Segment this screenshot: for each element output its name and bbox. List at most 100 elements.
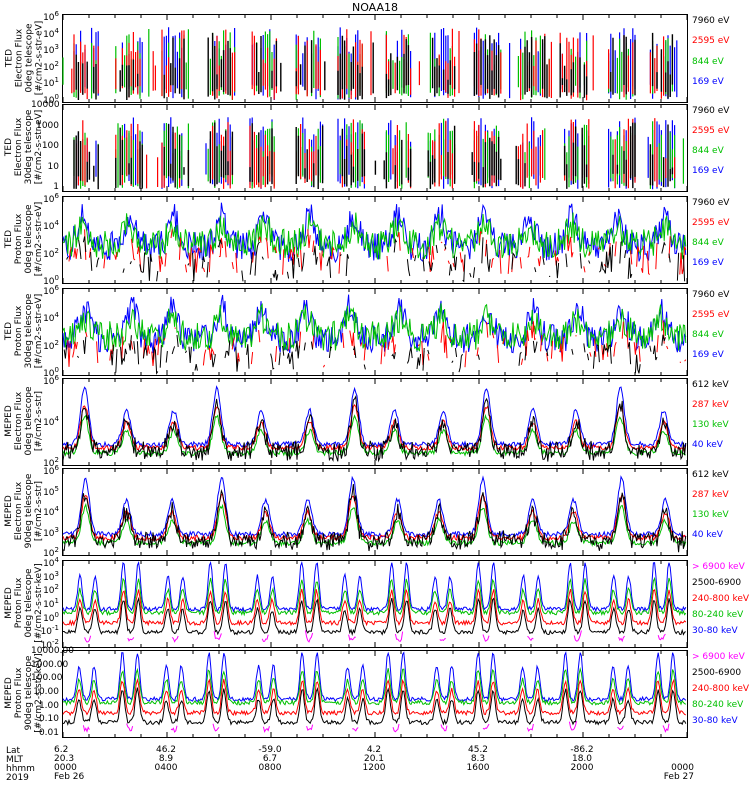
legend-entry: > 6900 keV [692,652,745,662]
series-line [62,560,687,613]
x-row-label: MLT [6,755,24,765]
legend-entry: 7960 eV [692,106,730,116]
series-line [62,677,687,717]
plot-area [62,15,688,102]
y-tick-label: 102 [43,59,59,73]
y-tick-label: 104 [43,505,59,518]
plot-area [62,469,688,555]
y-tick-label: 104 [43,26,59,40]
series-line [62,484,687,553]
y-tick-label: 104 [43,556,59,569]
plot-area [62,105,688,191]
x-tick-date: Feb 26 [54,772,85,782]
plot-panel-8 [62,650,688,738]
series-line [84,630,666,643]
y-tick-label: 0.01 [38,728,59,738]
legend-entry: 844 eV [692,146,724,156]
y-tick-label: 10000.00 [31,646,74,656]
series-line [63,596,686,637]
series-line [62,29,673,100]
x-tick-lat: -86.2 [570,745,594,755]
x-tick-hhmm: 0000 [54,763,77,773]
series-line [75,32,674,100]
y-tick-label: 1000.00 [31,659,69,670]
y-tick-label: 100 [43,610,59,624]
x-tick-date: Feb 27 [663,772,694,782]
legend-entry: 2500-6900 [692,668,742,678]
x-tick-mlt: 8.3 [470,754,486,764]
plot-area [62,197,688,283]
series-line [62,302,687,352]
plot-area [62,650,688,737]
legend-entry: 2595 eV [692,126,730,136]
x-tick-hhmm: 0000 [671,763,694,773]
x-tick-mlt: 18.0 [571,754,593,764]
series-line [73,118,684,189]
y-tick-label: 10000 [31,100,60,110]
legend-entry: 80-240 keV [692,700,744,710]
plot-panel-6 [62,468,688,556]
legend-entry: 7960 eV [692,290,730,300]
x-tick-mlt: 20.3 [54,754,75,764]
legend-entry: > 6900 keV [692,562,745,572]
legend-entry: 30-80 keV [692,626,738,636]
plot-area [62,379,688,465]
y-tick-label: 102 [43,456,59,469]
y-tick-label: 102 [43,546,59,559]
x-tick-mlt: 8.9 [158,754,174,764]
legend-entry: 287 keV [692,400,729,410]
series-line [66,236,686,283]
y-tick-label: 106 [43,10,59,23]
series-line [62,587,687,627]
x-tick-lat: -59.0 [258,745,282,755]
legend-entry: 240-800 keV [692,684,750,694]
x-tick-mlt: 6.7 [262,754,278,764]
plot-area [62,289,688,375]
y-tick-label: 0.10 [38,714,59,725]
series-line [73,122,674,190]
y-tick-label: 104 [43,415,59,428]
x-row-label: hhmm [6,764,35,774]
x-tick-hhmm: 2000 [570,763,594,773]
series-line [62,475,686,539]
y-axis-label: TED Proton Flux 30deg telescope [#/cm2-s-st… [4,293,44,369]
x-tick-mlt: 20.1 [363,754,385,764]
legend-entry: 130 keV [692,420,729,430]
series-line [62,394,687,463]
x-tick-lat: 4.2 [366,745,382,755]
plot-panel-5 [62,378,688,466]
series-line [67,320,687,368]
plot-panel-4 [62,288,688,376]
y-tick-label: 10.00 [33,687,59,697]
x-tick-hhmm: 0800 [258,763,282,773]
plot-panel-3 [62,196,688,284]
x-tick-hhmm: 1600 [466,763,490,773]
legend-entry: 169 eV [692,350,724,360]
legend-entry: 844 eV [692,238,724,248]
series-line [62,667,687,707]
y-tick-label: 1 [53,182,59,192]
y-tick-label: 101 [43,76,59,90]
y-tick-label: 104 [43,311,59,325]
legend-entry: 130 keV [692,510,729,520]
x-row-label: Lat [6,746,21,756]
x-tick-lat: 46.2 [155,745,177,755]
legend-entry: 7960 eV [692,198,730,208]
legend-entry: 844 eV [692,56,724,67]
legend-entry: 287 keV [692,490,729,500]
y-tick-label: 1.00 [38,700,59,711]
y-tick-label: 100 [43,274,59,287]
series-line [62,385,687,449]
y-axis-label: TED Proton Flux 0deg telescope [#/cm2-s-str… [4,201,44,277]
legend-entry: 2595 eV [692,218,730,228]
legend-entry: 844 eV [692,330,724,340]
legend-entry: 169 eV [692,166,724,176]
y-tick-label: 105 [43,484,59,498]
y-tick-label: 106 [43,284,59,297]
series-line [62,576,687,617]
y-tick-label: 106 [43,464,59,477]
legend-entry: 240-800 keV [692,594,750,604]
legend-entry: 30-80 keV [692,716,738,726]
series-line [62,212,687,260]
x-tick-hhmm: 1200 [362,763,386,773]
